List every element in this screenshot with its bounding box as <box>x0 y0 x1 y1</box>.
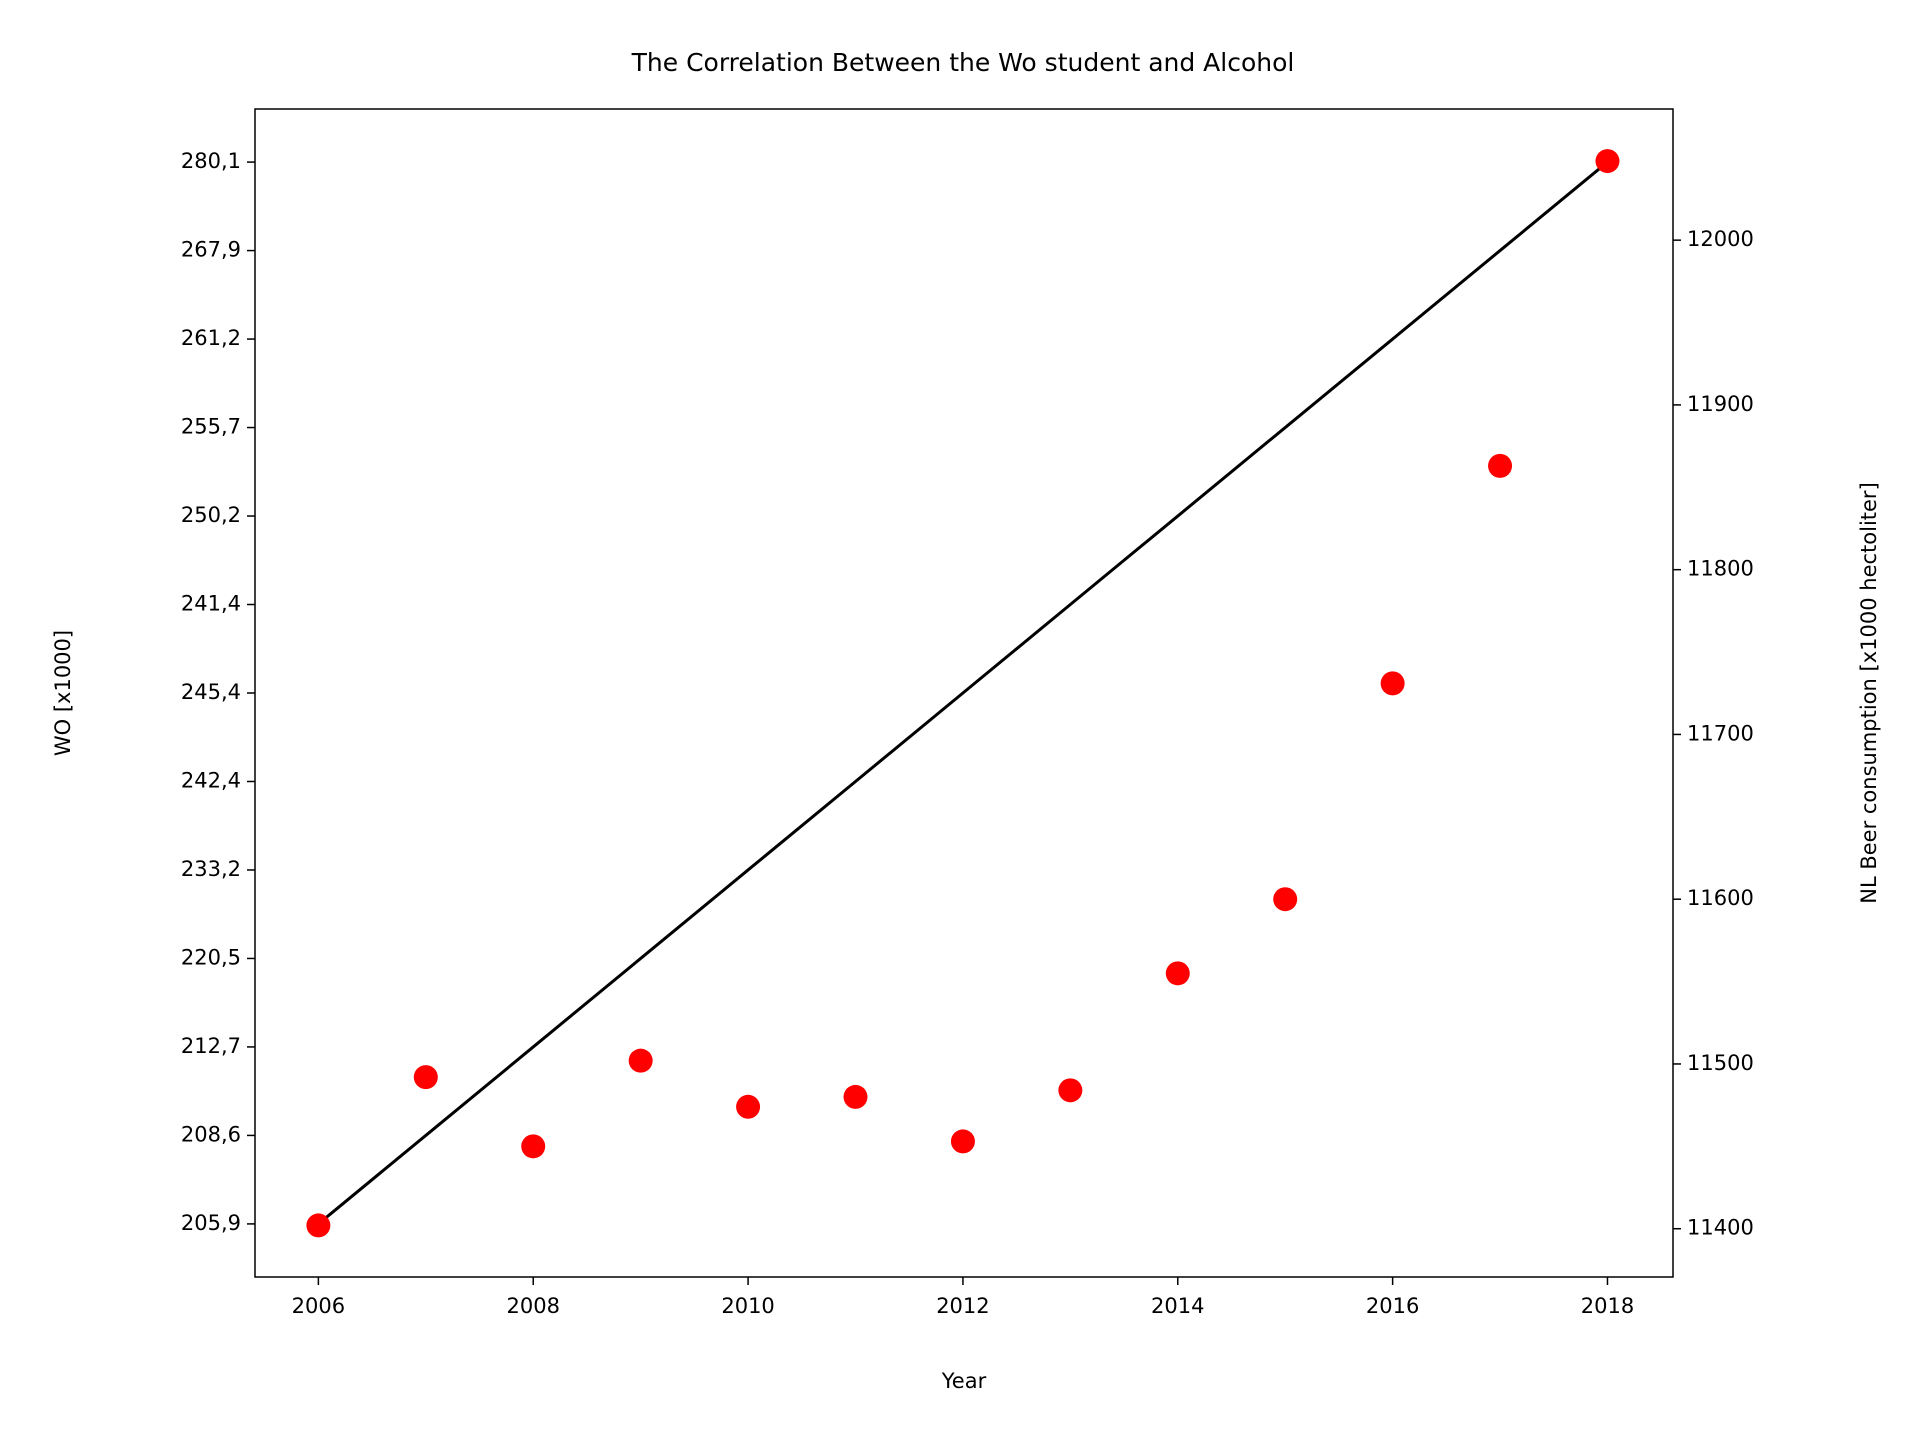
data-line <box>317 160 1609 1226</box>
scatter-point <box>1488 453 1513 478</box>
x-tick-label: 2006 <box>292 1294 345 1318</box>
x-tick-label: 2012 <box>936 1294 989 1318</box>
x-axis-label: Year <box>941 1369 987 1393</box>
scatter-point <box>1165 961 1190 986</box>
x-tick-label: 2010 <box>721 1294 774 1318</box>
scatter-point <box>736 1094 761 1119</box>
y2-tick-label: 11500 <box>1687 1051 1754 1075</box>
y-tick-label: 255,7 <box>181 415 241 439</box>
y-tick-label: 220,5 <box>181 945 241 969</box>
plot-frame <box>254 108 1674 1278</box>
y-tick-label: 261,2 <box>181 326 241 350</box>
scatter-point <box>1273 887 1298 912</box>
y-tick-label: 267,9 <box>181 238 241 262</box>
scatter-point <box>950 1129 975 1154</box>
scatter-point <box>521 1134 546 1159</box>
scatter-point <box>306 1213 331 1238</box>
y2-tick-label: 11900 <box>1687 392 1754 416</box>
y-axis-label: WO [x1000] <box>51 630 75 756</box>
y2-tick-label: 11700 <box>1687 721 1754 745</box>
scatter-point <box>413 1065 438 1090</box>
y-tick-label: 205,9 <box>181 1211 241 1235</box>
y-tick-label: 208,6 <box>181 1122 241 1146</box>
y-tick-label: 280,1 <box>181 149 241 173</box>
y-tick-label: 250,2 <box>181 503 241 527</box>
y2-tick-label: 11400 <box>1687 1216 1754 1240</box>
y-tick-label: 241,4 <box>181 592 241 616</box>
x-tick-label: 2008 <box>507 1294 560 1318</box>
y-tick-label: 245,4 <box>181 680 241 704</box>
y-tick-label: 212,7 <box>181 1034 241 1058</box>
x-tick-label: 2016 <box>1366 1294 1419 1318</box>
scatter-point <box>628 1048 653 1073</box>
y2-tick-label: 11600 <box>1687 886 1754 910</box>
y2-tick-label: 11800 <box>1687 557 1754 581</box>
x-tick-label: 2018 <box>1581 1294 1634 1318</box>
y-tick-label: 242,4 <box>181 768 241 792</box>
scatter-point <box>1058 1078 1083 1103</box>
scatter-point <box>1595 149 1620 174</box>
scatter-point <box>1380 671 1405 696</box>
x-tick-label: 2014 <box>1151 1294 1204 1318</box>
y2-tick-label: 12000 <box>1687 227 1754 251</box>
chart-title: The Correlation Between the Wo student a… <box>631 48 1295 77</box>
scatter-point <box>843 1084 868 1109</box>
y-tick-label: 233,2 <box>181 857 241 881</box>
y2-axis-label: NL Beer consumption [x1000 hectoliter] <box>1857 482 1881 904</box>
